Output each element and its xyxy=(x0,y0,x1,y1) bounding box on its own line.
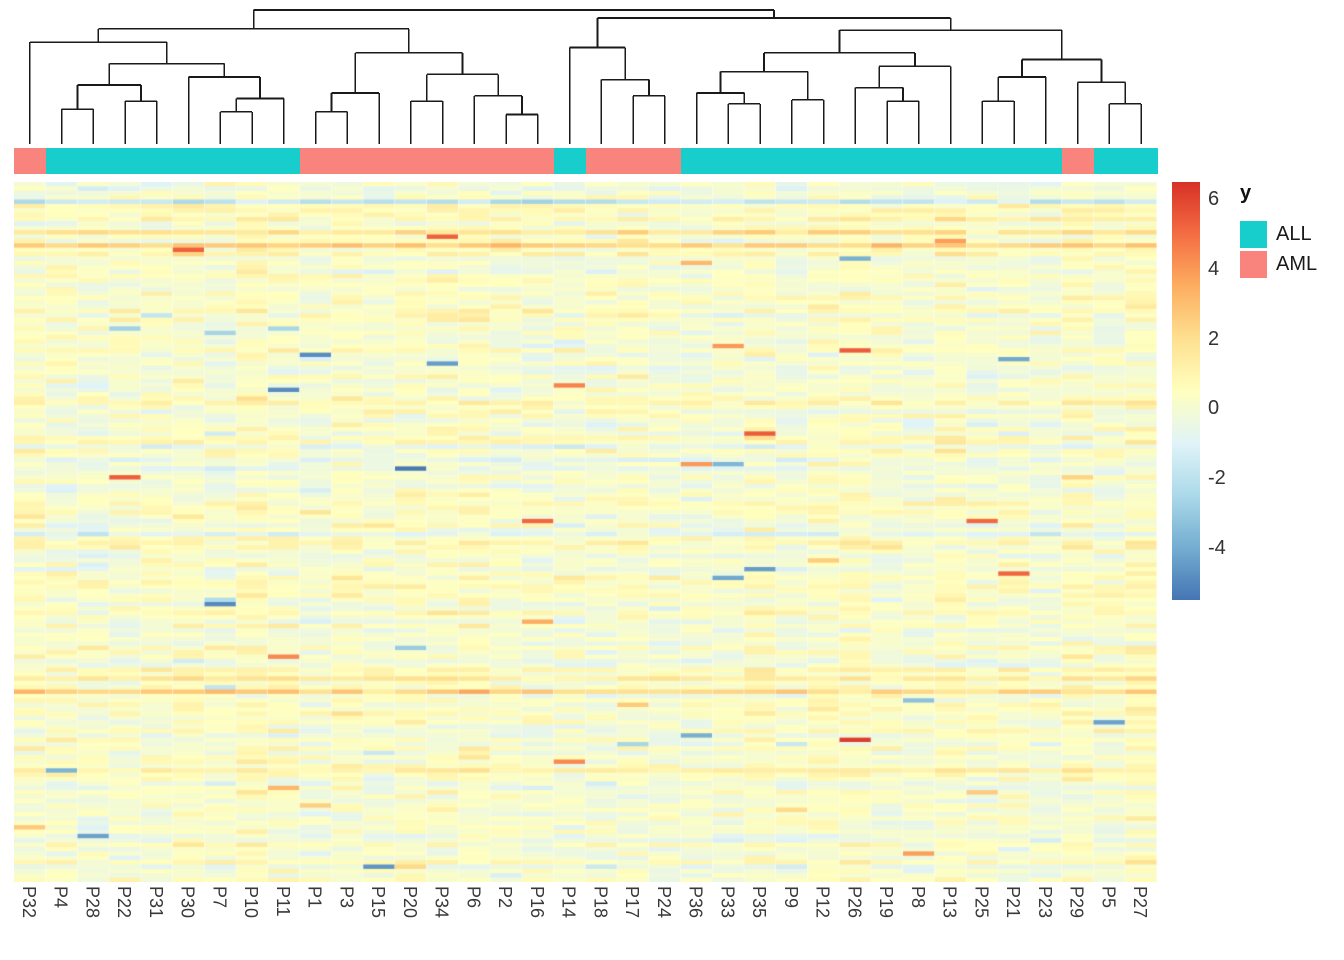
annotation-cell xyxy=(45,148,78,174)
column-label: P5 xyxy=(1098,886,1119,909)
column-label: P28 xyxy=(82,886,103,919)
column-label: P11 xyxy=(272,886,293,917)
annotation-cell xyxy=(14,148,47,174)
annotation-cell xyxy=(871,148,904,174)
column-label: P23 xyxy=(1034,886,1055,919)
colorbar-tick-label: -2 xyxy=(1208,467,1226,490)
colorbar-tick-label: 0 xyxy=(1208,397,1220,420)
legend-item-aml: AML xyxy=(1240,249,1317,279)
column-label: P21 xyxy=(1003,886,1024,919)
annotation-cell xyxy=(1093,148,1126,174)
annotation-cell xyxy=(426,148,459,174)
annotation-cell xyxy=(1061,148,1094,174)
annotation-cell xyxy=(934,148,967,174)
annotation-cell xyxy=(617,148,650,174)
column-label: P3 xyxy=(336,886,357,909)
column-dendrogram xyxy=(29,9,1142,144)
column-label: P36 xyxy=(685,886,706,919)
column-label: P18 xyxy=(590,886,611,919)
column-label: P4 xyxy=(50,886,71,909)
column-label: P25 xyxy=(971,886,992,919)
column-label: P35 xyxy=(749,886,770,919)
column-label: P16 xyxy=(526,886,547,919)
annotation-cell xyxy=(331,148,364,174)
column-label: P31 xyxy=(145,886,166,919)
colorbar-tick-label: 2 xyxy=(1208,327,1220,350)
annotation-cell xyxy=(395,148,428,174)
colorbar-tick-label: 6 xyxy=(1208,188,1220,211)
column-label: P10 xyxy=(241,886,262,919)
column-label: P7 xyxy=(209,886,230,909)
annotation-cell xyxy=(299,148,332,174)
annotation-cell xyxy=(1030,148,1063,174)
column-label: P6 xyxy=(463,886,484,909)
annotation-cell xyxy=(966,148,999,174)
column-label: P8 xyxy=(907,886,928,909)
legend-swatch-aml-icon xyxy=(1240,250,1267,278)
column-label: P33 xyxy=(717,886,738,919)
column-label: P20 xyxy=(399,886,420,919)
column-label: P32 xyxy=(18,886,39,919)
annotation-cell xyxy=(522,148,555,174)
legend-label-aml: AML xyxy=(1276,252,1318,275)
colorbar-gradient xyxy=(1172,182,1200,600)
annotation-cell xyxy=(77,148,110,174)
column-label: P1 xyxy=(304,886,325,909)
column-label: P14 xyxy=(558,886,579,919)
colorbar-tick-label: 4 xyxy=(1208,258,1220,281)
column-label: P17 xyxy=(622,886,643,919)
column-label: P26 xyxy=(844,886,865,919)
column-label: P12 xyxy=(812,886,833,919)
annotation-cell xyxy=(998,148,1031,174)
colorbar-tick-label: -4 xyxy=(1208,536,1226,559)
annotation-cell xyxy=(903,148,936,174)
annotation-bar xyxy=(14,148,1158,174)
heatmap-canvas xyxy=(14,182,1157,882)
annotation-cell xyxy=(807,148,840,174)
annotation-cell xyxy=(680,148,713,174)
annotation-cell xyxy=(585,148,618,174)
column-label: P22 xyxy=(114,886,135,919)
column-label: P24 xyxy=(653,886,674,919)
annotation-cell xyxy=(712,148,745,174)
annotation-cell xyxy=(363,148,396,174)
column-label: P34 xyxy=(431,886,452,919)
annotation-cell xyxy=(1125,148,1158,174)
legend-label-all: ALL xyxy=(1276,222,1312,245)
legend-swatch-all-icon xyxy=(1240,220,1267,248)
annotation-cell xyxy=(490,148,523,174)
annotation-cell xyxy=(776,148,809,174)
column-label: P2 xyxy=(495,886,516,909)
annotation-cell xyxy=(839,148,872,174)
annotation-cell xyxy=(268,148,301,174)
legend-item-all: ALL xyxy=(1240,219,1317,249)
column-label: P19 xyxy=(876,886,897,919)
annotation-cell xyxy=(141,148,174,174)
column-label: P15 xyxy=(368,886,389,919)
legend-title: y xyxy=(1240,182,1252,204)
annotation-cell xyxy=(553,148,586,174)
annotation-cell xyxy=(109,148,142,174)
annotation-cell xyxy=(744,148,777,174)
column-label: P9 xyxy=(780,886,801,909)
annotation-cell xyxy=(172,148,205,174)
annotation-cell xyxy=(236,148,269,174)
column-label: P30 xyxy=(177,886,198,919)
column-label: P29 xyxy=(1066,886,1087,919)
annotation-cell xyxy=(204,148,237,174)
column-label: P27 xyxy=(1130,886,1151,919)
column-label: P13 xyxy=(939,886,960,919)
annotation-cell xyxy=(458,148,491,174)
legend: y ALL AML xyxy=(1240,182,1317,279)
annotation-cell xyxy=(649,148,682,174)
